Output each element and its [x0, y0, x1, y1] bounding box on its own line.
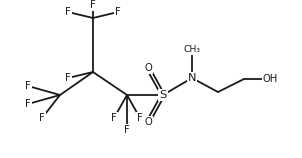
- Text: CH₃: CH₃: [184, 46, 201, 55]
- Text: O: O: [144, 117, 152, 127]
- Text: OH: OH: [262, 74, 278, 84]
- Text: F: F: [65, 7, 71, 17]
- Text: N: N: [188, 73, 196, 83]
- Text: O: O: [144, 63, 152, 73]
- Text: F: F: [115, 7, 121, 17]
- Text: F: F: [137, 113, 143, 123]
- Text: F: F: [90, 0, 96, 10]
- Text: F: F: [111, 113, 117, 123]
- Text: F: F: [124, 125, 130, 135]
- Text: S: S: [159, 90, 167, 100]
- Text: F: F: [25, 81, 31, 91]
- Text: F: F: [25, 99, 31, 109]
- Text: F: F: [65, 73, 71, 83]
- Text: F: F: [39, 113, 45, 123]
